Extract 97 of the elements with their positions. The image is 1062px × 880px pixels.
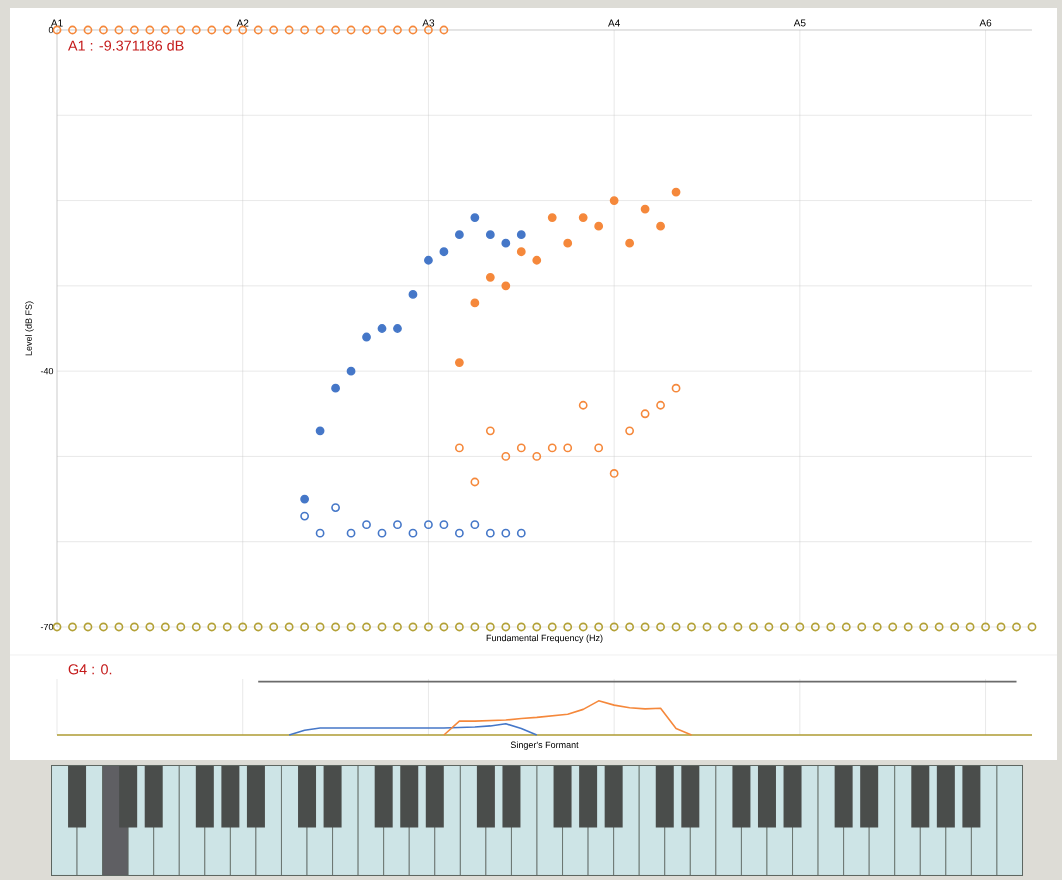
point xyxy=(578,400,588,410)
point xyxy=(346,25,356,35)
point xyxy=(408,25,418,35)
point xyxy=(516,247,526,257)
point xyxy=(485,230,495,240)
point xyxy=(315,25,325,35)
point xyxy=(656,400,665,410)
point xyxy=(362,25,371,35)
point xyxy=(331,503,340,512)
point xyxy=(563,238,573,248)
point xyxy=(439,520,449,530)
x-tick-label: A3 xyxy=(422,19,435,27)
point xyxy=(640,409,650,419)
point xyxy=(377,324,387,333)
point xyxy=(176,25,186,35)
text: G4 : 0. xyxy=(68,664,112,675)
point xyxy=(393,25,402,35)
point xyxy=(609,196,619,205)
annotation: A1 : -9.371186 dB xyxy=(67,40,184,51)
point xyxy=(408,528,418,538)
point xyxy=(470,477,480,487)
y-axis-title: Level (dB FS) xyxy=(25,301,34,356)
point xyxy=(315,528,325,538)
y-tick-label: 0 xyxy=(48,26,54,34)
point xyxy=(516,528,526,538)
point xyxy=(485,528,495,538)
point xyxy=(393,520,402,530)
point xyxy=(300,494,310,504)
point xyxy=(454,528,464,538)
point xyxy=(547,213,557,223)
point xyxy=(393,324,402,333)
point xyxy=(207,25,217,35)
point xyxy=(160,25,170,35)
point xyxy=(594,443,604,453)
point xyxy=(470,213,480,223)
point xyxy=(424,255,433,265)
point xyxy=(83,25,93,35)
point xyxy=(424,520,433,530)
x-tick-label: A2 xyxy=(236,19,249,27)
point xyxy=(222,25,232,35)
x-axis-title: Singer's Formant xyxy=(510,741,579,750)
point xyxy=(470,520,480,530)
y-tick-label: -40 xyxy=(40,367,54,375)
point xyxy=(656,221,665,231)
point xyxy=(578,213,588,223)
point xyxy=(485,272,495,282)
point xyxy=(253,25,263,35)
point xyxy=(625,238,635,248)
point xyxy=(625,426,635,436)
point xyxy=(129,25,139,35)
point xyxy=(501,452,511,461)
point xyxy=(439,247,449,257)
point xyxy=(331,25,340,35)
point xyxy=(501,281,511,291)
point xyxy=(99,25,108,35)
point xyxy=(408,289,418,299)
point xyxy=(470,298,480,308)
point xyxy=(640,204,650,214)
point xyxy=(439,25,449,35)
point xyxy=(284,25,294,35)
point xyxy=(485,426,495,436)
point xyxy=(315,426,325,436)
point xyxy=(114,25,124,35)
point xyxy=(532,452,542,461)
x-axis-title: Fundamental Frequency (Hz) xyxy=(486,634,603,643)
point xyxy=(362,520,371,530)
point xyxy=(594,221,604,231)
x-tick-label: A4 xyxy=(608,19,620,27)
point xyxy=(501,238,511,248)
x-tick-label: A6 xyxy=(979,19,992,27)
point xyxy=(532,255,542,265)
point xyxy=(300,25,310,35)
x-tick-label: A5 xyxy=(793,19,806,27)
point xyxy=(563,443,573,453)
point xyxy=(516,443,526,453)
point xyxy=(547,443,557,453)
point xyxy=(191,25,201,35)
point xyxy=(68,25,77,35)
point xyxy=(377,25,387,35)
point xyxy=(454,230,464,240)
point xyxy=(300,511,310,521)
point xyxy=(501,528,511,538)
x-tick-label: A1 xyxy=(50,19,63,27)
point xyxy=(454,358,464,367)
point xyxy=(346,528,356,538)
point xyxy=(362,332,371,342)
point xyxy=(454,443,464,453)
point xyxy=(671,187,681,197)
point xyxy=(516,230,526,240)
y-tick-label: -70 xyxy=(40,623,54,631)
point xyxy=(609,469,619,478)
point xyxy=(346,366,356,376)
point xyxy=(671,383,681,393)
point xyxy=(377,528,387,538)
point xyxy=(331,383,340,393)
point xyxy=(269,25,279,35)
point xyxy=(145,25,155,35)
